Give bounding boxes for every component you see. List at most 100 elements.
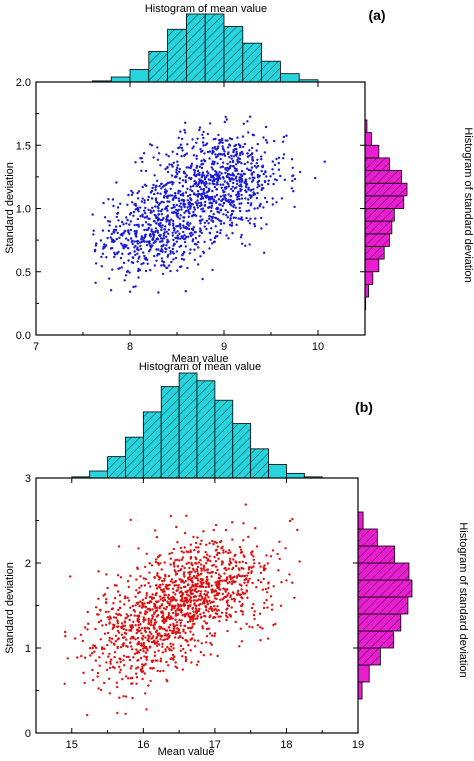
top-hist-bar-hatch [261, 61, 281, 82]
scatter-point [191, 240, 194, 243]
scatter-point [205, 182, 208, 185]
scatter-point [102, 245, 105, 248]
scatter-point [128, 271, 131, 274]
top-hist-bar-hatch [205, 14, 224, 82]
scatter-point [154, 230, 157, 234]
scatter-point [163, 628, 166, 631]
scatter-point [116, 206, 120, 209]
scatter-point [154, 529, 157, 532]
scatter-point [186, 187, 189, 190]
x-tick-label: 10 [312, 341, 324, 353]
scatter-point [314, 176, 317, 180]
scatter-point [186, 607, 190, 610]
scatter-point [266, 637, 270, 640]
scatter-point [224, 208, 227, 212]
scatter-point [179, 568, 183, 571]
scatter-point [144, 169, 148, 173]
scatter-point [248, 243, 251, 246]
scatter-point [180, 155, 183, 158]
scatter-point [214, 549, 218, 552]
scatter-point [86, 713, 89, 717]
scatter-point [267, 586, 270, 590]
scatter-point [165, 660, 168, 664]
scatter-point [186, 620, 190, 624]
scatter-point [230, 204, 233, 207]
scatter-point [186, 143, 189, 146]
scatter-point [122, 654, 126, 657]
scatter-point [113, 596, 117, 600]
scatter-point [251, 155, 254, 159]
scatter-point [199, 585, 203, 588]
side-hist-bar-hatch [365, 170, 402, 184]
scatter-point [107, 198, 110, 201]
scatter-point [124, 274, 128, 277]
scatter-point [189, 616, 193, 619]
scatter-point [189, 166, 192, 170]
scatter-point [136, 617, 139, 621]
scatter-point [189, 549, 192, 552]
scatter-point [122, 642, 126, 645]
scatter-point [166, 253, 170, 257]
scatter-point [90, 652, 94, 655]
scatter-point [230, 137, 234, 141]
scatter-point [103, 632, 107, 635]
scatter-point [195, 141, 198, 144]
scatter-point [149, 233, 152, 236]
scatter-point [223, 150, 226, 153]
scatter-point [175, 572, 179, 576]
scatter-point [182, 224, 185, 227]
scatter-point [181, 556, 185, 559]
scatter-point [185, 562, 188, 565]
scatter-point [269, 555, 273, 558]
scatter-point [224, 171, 227, 175]
scatter-point [209, 173, 212, 177]
scatter-point [240, 193, 243, 197]
scatter-point [170, 174, 174, 177]
scatter-point [208, 632, 212, 635]
scatter-point [247, 568, 251, 571]
scatter-point [149, 191, 153, 194]
scatter-point [183, 203, 187, 206]
scatter-point [203, 204, 207, 207]
scatter-point [201, 207, 205, 210]
scatter-point [265, 200, 269, 204]
scatter-point [210, 634, 214, 637]
scatter-point [262, 206, 265, 209]
scatter-point [116, 590, 120, 593]
scatter-point [160, 245, 164, 248]
scatter-point [169, 580, 172, 583]
scatter-point [250, 566, 253, 569]
scatter-point [259, 581, 263, 584]
scatter-point [157, 248, 160, 251]
side-histogram-b [357, 498, 413, 733]
scatter-point [296, 528, 299, 532]
scatter-point [107, 655, 110, 658]
scatter-point [188, 588, 192, 591]
scatter-point [197, 240, 200, 244]
scatter-point [125, 655, 128, 659]
scatter-point [161, 610, 164, 613]
scatter-point [176, 558, 179, 561]
scatter-point [202, 136, 205, 140]
scatter-point [158, 605, 162, 608]
scatter-point [156, 192, 159, 195]
scatter-point [239, 551, 243, 554]
scatter-point [173, 243, 176, 246]
top-hist-bar-hatch [167, 29, 187, 83]
scatter-point [218, 579, 221, 583]
scatter-point [172, 547, 175, 551]
scatter-point [232, 200, 235, 203]
scatter-point [203, 210, 206, 213]
scatter-point [215, 541, 218, 544]
scatter-point [239, 548, 243, 551]
scatter-point [189, 649, 192, 652]
scatter-point [168, 552, 171, 555]
scatter-point [129, 614, 133, 617]
scatter-point [63, 630, 67, 634]
scatter-point [117, 631, 121, 634]
scatter-point [103, 216, 107, 219]
scatter-point [112, 623, 115, 626]
scatter-point [229, 551, 232, 554]
scatter-point [192, 568, 195, 572]
scatter-point [177, 627, 180, 631]
